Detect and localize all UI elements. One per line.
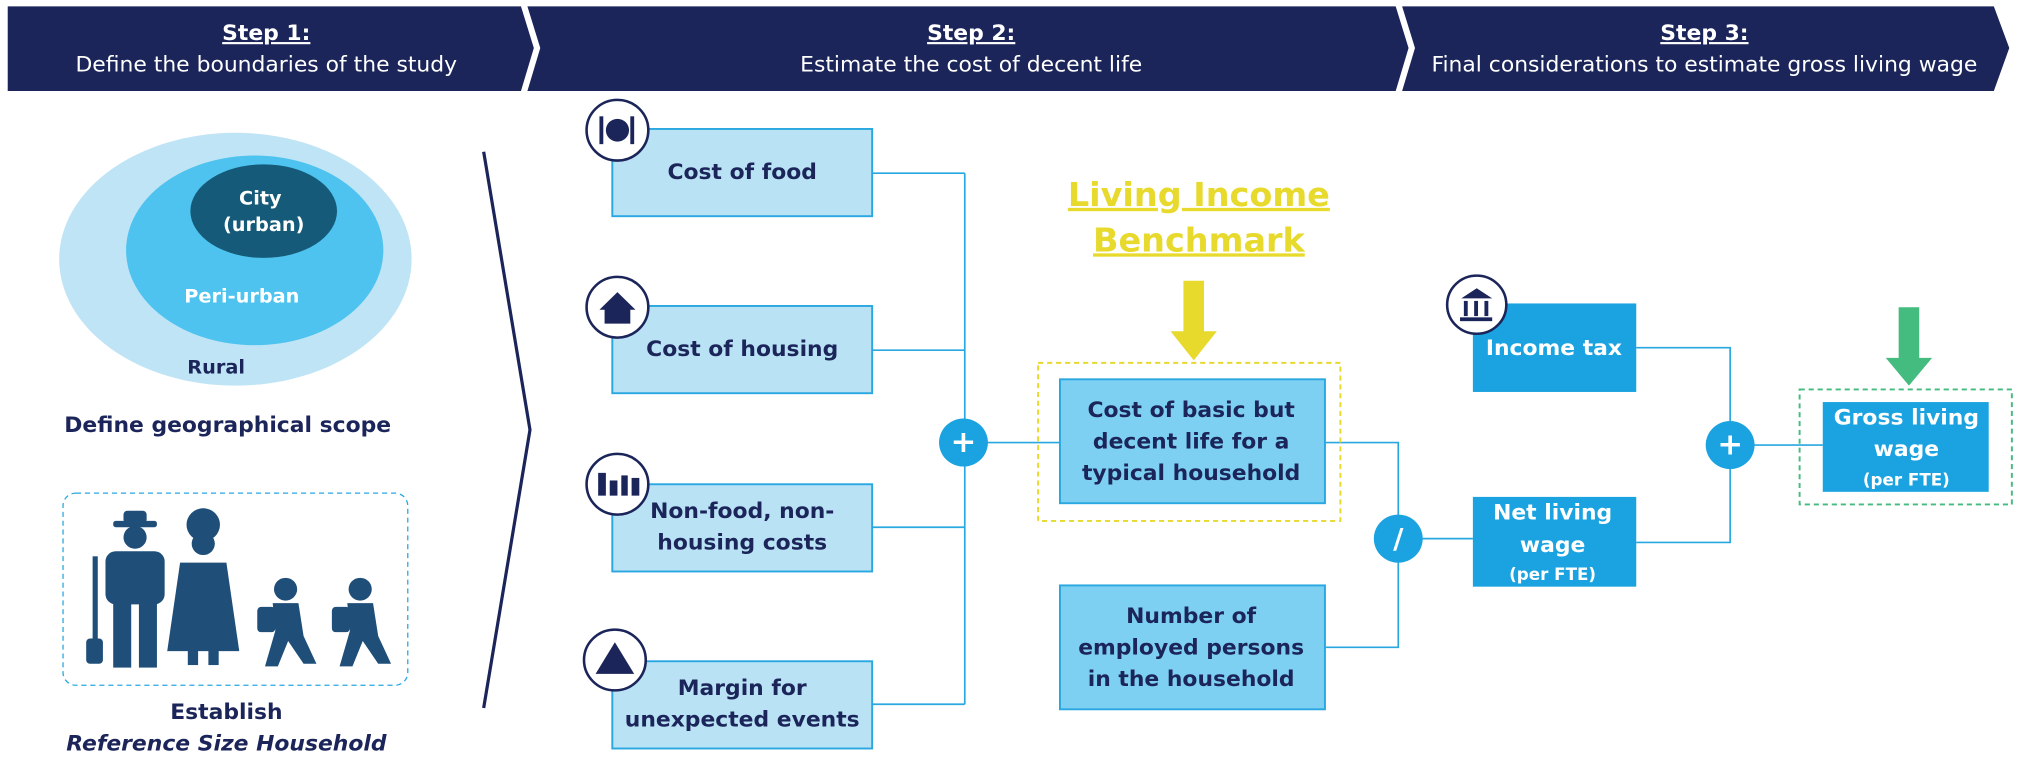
label-line: Gross living	[1834, 406, 1979, 431]
geo-scope: City (urban) Peri-urban Rural Define geo…	[59, 133, 411, 438]
income-tax-label: Income tax	[1486, 336, 1622, 361]
cost-label: Cost of housing	[646, 337, 838, 362]
label-line: (per FTE)	[1863, 470, 1950, 489]
label-line: Cost of basic but	[1087, 398, 1294, 423]
cost-label: Cost of food	[667, 160, 816, 185]
label-line: Net living	[1493, 500, 1612, 525]
label-line: Non-food, non-	[650, 499, 834, 524]
operator: +	[951, 425, 977, 460]
page: Step 1: Define the boundaries of the stu…	[0, 0, 2017, 770]
household-caption: Reference Size Household	[66, 732, 387, 757]
label-line: City	[239, 186, 282, 209]
label-line: typical household	[1082, 461, 1300, 486]
household: Establish Reference Size Household	[63, 493, 408, 757]
label-line: Benchmark	[1093, 220, 1306, 259]
label-line: employed persons	[1078, 636, 1304, 661]
city-area	[190, 164, 337, 258]
cost-box	[612, 484, 872, 571]
result-arrow	[1886, 307, 1932, 385]
step-title: Step 2:	[927, 21, 1015, 46]
label-line: Margin for	[678, 676, 807, 701]
label-line: wage	[1520, 533, 1585, 558]
step-subtitle: Define the boundaries of the study	[75, 53, 457, 78]
step-banner	[8, 6, 534, 91]
scope-caption: Define geographical scope	[64, 413, 391, 438]
benchmark-arrow	[1171, 281, 1217, 361]
cost-box	[612, 661, 872, 748]
step-subtitle: Estimate the cost of decent life	[800, 53, 1142, 78]
label-line: (urban)	[223, 213, 304, 236]
label-line: Number of	[1126, 604, 1257, 629]
step-subtitle: Final considerations to estimate gross l…	[1431, 53, 1977, 78]
step-title: Step 3:	[1660, 21, 1748, 46]
label-line: wage	[1874, 437, 1939, 462]
label-line: unexpected events	[625, 708, 860, 733]
people-icon	[86, 508, 391, 667]
household-caption: Establish	[170, 700, 282, 725]
rural-label: Rural	[187, 356, 245, 379]
benchmark-label: Living Income Benchmark	[1068, 175, 1330, 259]
label-line: (per FTE)	[1509, 565, 1596, 584]
header: Step 1: Define the boundaries of the stu…	[8, 6, 2010, 91]
label-line: housing costs	[657, 531, 827, 556]
step-title: Step 1:	[222, 21, 310, 46]
step-banner	[527, 6, 1408, 91]
step-banner	[1402, 6, 2009, 91]
operator: +	[1717, 428, 1743, 463]
connectors	[872, 173, 1823, 704]
label-line: Living Income	[1068, 175, 1330, 214]
section-chevron	[484, 152, 530, 708]
decent-life-label: Cost of basic but decent life for a typica…	[1082, 398, 1300, 486]
periurban-label: Peri-urban	[184, 285, 299, 308]
operator: /	[1393, 522, 1404, 555]
diagram: Step 1: Define the boundaries of the stu…	[0, 0, 2017, 770]
label-line: decent life for a	[1093, 430, 1289, 455]
label-line: in the household	[1088, 667, 1295, 692]
cost-boxes: Cost of food Cost of housing Non-food, n…	[584, 100, 872, 749]
